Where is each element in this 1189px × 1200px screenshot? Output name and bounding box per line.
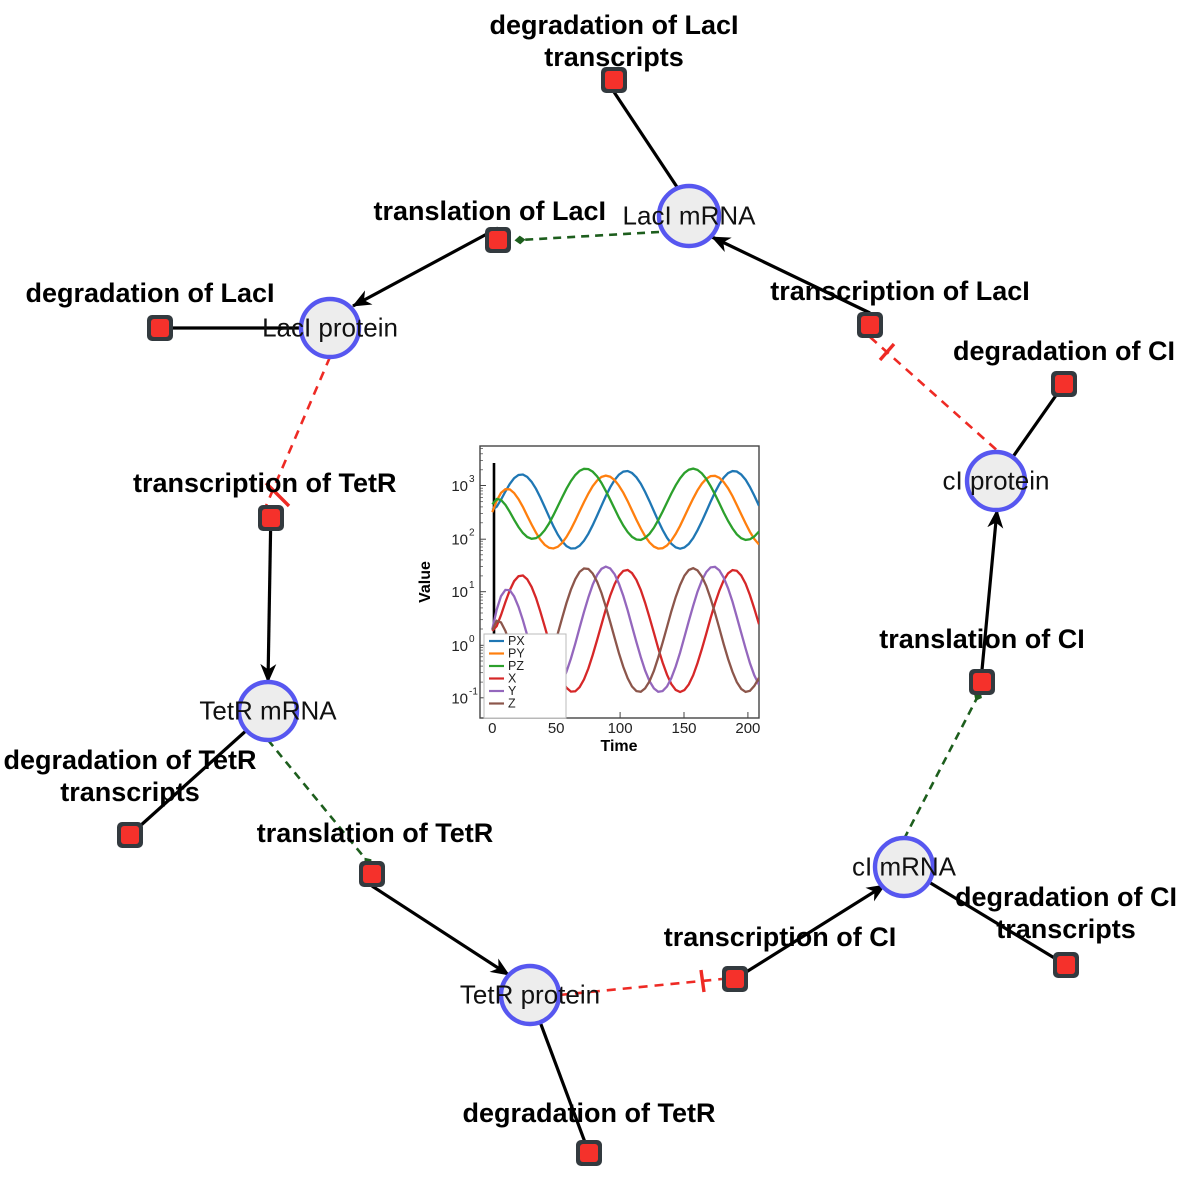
svg-text:10: 10	[451, 532, 468, 549]
svg-text:Value: Value	[417, 561, 434, 603]
svg-text:3: 3	[469, 474, 475, 485]
svg-text:Time: Time	[600, 738, 637, 755]
svg-text:Z: Z	[508, 697, 516, 711]
svg-text:100: 100	[608, 720, 633, 737]
svg-text:2: 2	[469, 528, 475, 539]
svg-text:1: 1	[469, 580, 475, 591]
svg-text:150: 150	[671, 720, 696, 737]
svg-text:10: 10	[451, 478, 468, 495]
svg-text:10: 10	[451, 690, 468, 707]
svg-text:10: 10	[451, 638, 468, 655]
svg-text:200: 200	[735, 720, 760, 737]
svg-text:50: 50	[548, 720, 565, 737]
svg-text:-1: -1	[469, 686, 478, 697]
svg-text:10: 10	[451, 584, 468, 601]
svg-text:0: 0	[488, 720, 496, 737]
svg-text:0: 0	[469, 634, 475, 645]
